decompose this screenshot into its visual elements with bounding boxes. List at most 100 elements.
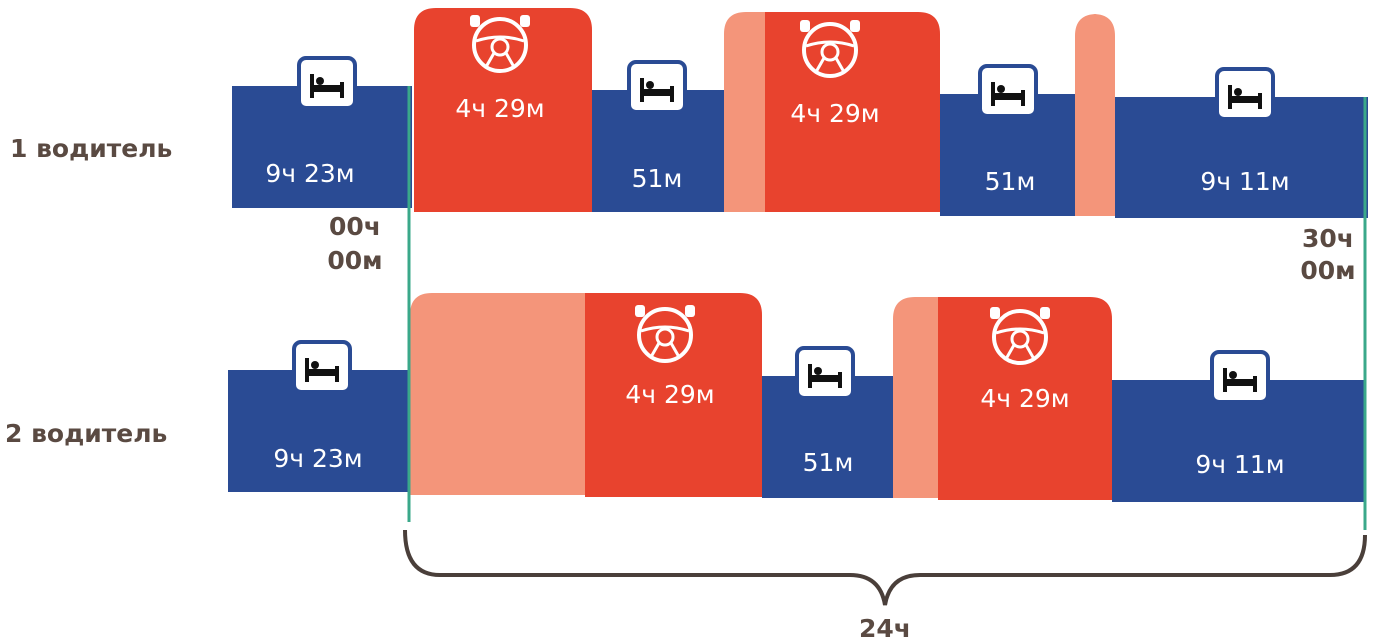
row-label: 2 водитель — [5, 419, 167, 448]
wheel-rim — [472, 17, 528, 73]
bed-pillow — [316, 77, 324, 85]
passive-segment — [1075, 14, 1115, 216]
bed-pillow — [646, 81, 654, 89]
wheel-spokes — [640, 325, 690, 358]
icon-frame — [292, 340, 352, 394]
bed-frame — [335, 366, 339, 382]
hand — [1040, 307, 1050, 319]
bed-mattress — [644, 89, 670, 96]
passive-segment — [410, 293, 585, 495]
icon-frame — [978, 64, 1038, 118]
hand — [635, 305, 645, 317]
wheel-hub — [820, 42, 840, 62]
bed-pillow — [814, 367, 822, 375]
bed-frame — [1253, 376, 1257, 392]
segment-label: 9ч 23м — [265, 159, 354, 188]
span-brace — [403, 529, 1367, 606]
wheel-rim — [637, 307, 693, 363]
bed-icon — [978, 64, 1038, 118]
wheel-icon — [635, 305, 695, 363]
bed-mattress — [309, 369, 335, 376]
rest-segment — [592, 90, 724, 212]
rest-segment — [1112, 380, 1365, 502]
bed-icon — [627, 60, 687, 114]
drive-segment — [585, 293, 762, 497]
icon-frame — [627, 60, 687, 114]
hand — [850, 20, 860, 32]
icon-frame — [297, 56, 357, 110]
icon-frame — [1215, 67, 1275, 121]
bed-frame — [305, 358, 309, 382]
bed-pillow — [1229, 371, 1237, 379]
bed-frame — [1223, 368, 1227, 392]
rest-segment — [1115, 97, 1368, 218]
bed-pillow — [311, 361, 319, 369]
bed-frame — [1021, 90, 1025, 106]
bed-icon — [297, 56, 357, 110]
end-label: 30ч — [1302, 224, 1354, 253]
bed-mattress — [812, 375, 838, 382]
bed-pillow — [997, 85, 1005, 93]
bed-icon — [1215, 67, 1275, 121]
wheel-rim — [992, 309, 1048, 365]
segment-label: 4ч 29м — [980, 384, 1069, 413]
row-label: 1 водитель — [10, 134, 172, 163]
rest-segment — [232, 86, 412, 208]
bed-icon — [795, 346, 855, 400]
bed-mattress — [1227, 379, 1253, 386]
segment-label: 4ч 29м — [625, 380, 714, 409]
hand — [470, 15, 480, 27]
bed-mattress — [314, 85, 340, 92]
end-label: 00м — [1300, 256, 1355, 285]
bed-frame — [670, 86, 674, 102]
hand — [990, 307, 1000, 319]
bed-mattress — [1232, 96, 1258, 103]
span-label: 24ч — [859, 614, 911, 643]
wheel-spokes — [805, 40, 855, 73]
wheel-hub — [490, 37, 510, 57]
bed-mattress — [995, 93, 1021, 100]
bed-frame — [838, 372, 842, 388]
segment-label: 4ч 29м — [790, 99, 879, 128]
bed-frame — [1228, 85, 1232, 109]
rest-segment — [940, 94, 1075, 216]
segment-label: 9ч 11м — [1195, 450, 1284, 479]
rest-segment — [762, 376, 893, 498]
icon-frame — [1210, 350, 1270, 404]
start-label: 00ч — [329, 212, 381, 241]
wheel-hub — [1010, 329, 1030, 349]
wheel-icon — [990, 307, 1050, 365]
bed-icon — [292, 340, 352, 394]
hand — [685, 305, 695, 317]
bed-frame — [310, 74, 314, 98]
passive-segment — [724, 12, 765, 212]
wheel-hub — [655, 327, 675, 347]
wheel-icon — [470, 15, 530, 73]
bed-frame — [340, 82, 344, 98]
segment-label: 9ч 23м — [273, 444, 362, 473]
bed-frame — [1258, 93, 1262, 109]
drive-segment — [414, 8, 592, 212]
bed-pillow — [1234, 88, 1242, 96]
icon-frame — [795, 346, 855, 400]
segment-label: 51м — [632, 164, 683, 193]
wheel-spokes — [475, 35, 525, 68]
bed-icon — [1210, 350, 1270, 404]
hand — [520, 15, 530, 27]
start-label: 00м — [327, 246, 382, 275]
hand — [800, 20, 810, 32]
drive-segment — [938, 297, 1112, 500]
passive-segment — [893, 297, 938, 498]
bed-frame — [640, 78, 644, 102]
wheel-rim — [802, 22, 858, 78]
segment-label: 4ч 29м — [455, 94, 544, 123]
wheel-icon — [800, 20, 860, 78]
rest-segment — [228, 370, 408, 492]
bed-frame — [991, 82, 995, 106]
bed-frame — [808, 364, 812, 388]
wheel-spokes — [995, 327, 1045, 360]
segment-label: 9ч 11м — [1200, 167, 1289, 196]
segment-label: 51м — [985, 167, 1036, 196]
segment-label: 51м — [803, 448, 854, 477]
